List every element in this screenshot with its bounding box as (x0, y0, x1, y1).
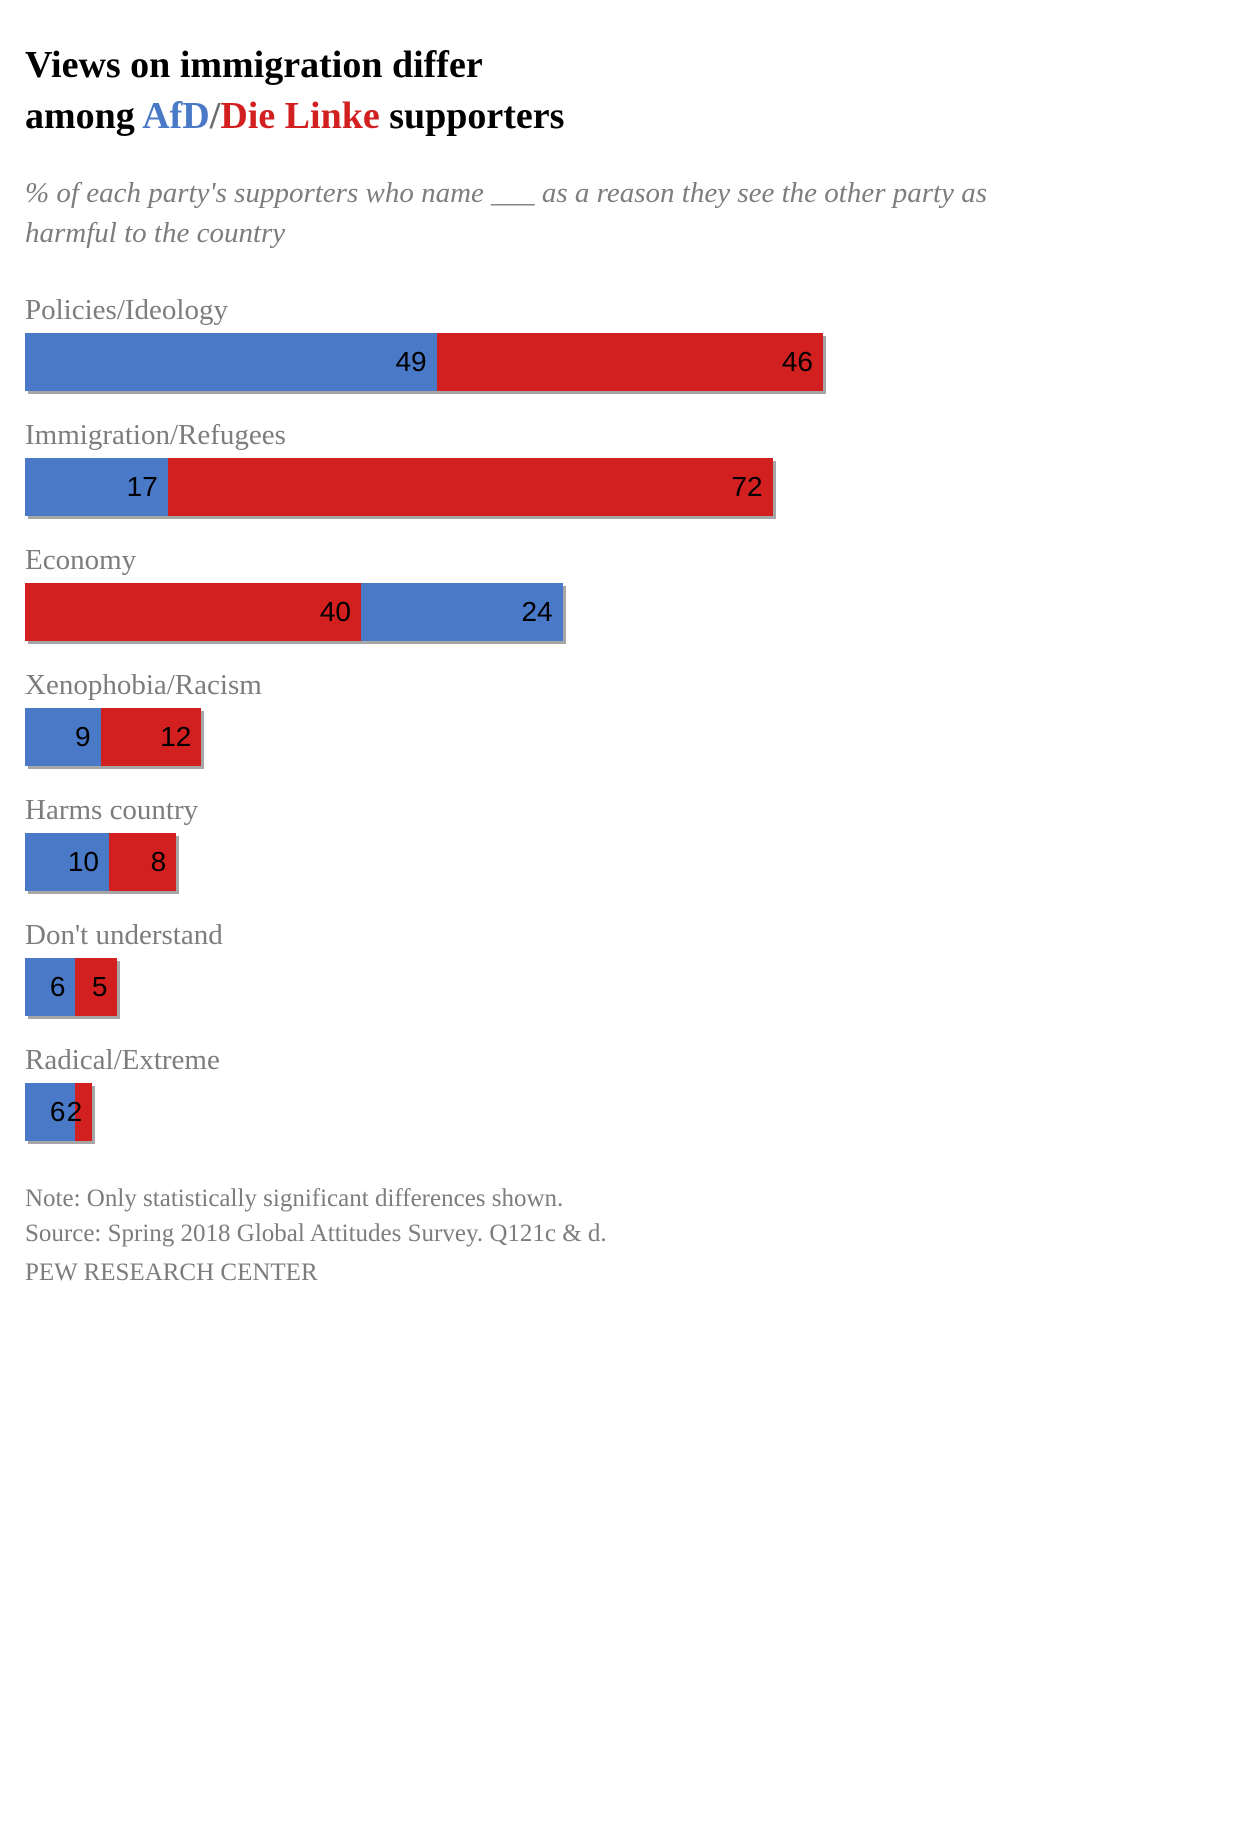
title-linke: Die Linke (220, 95, 379, 137)
attribution: PEW RESEARCH CENTER (25, 1259, 1082, 1287)
bar-segment-afd: 49 (25, 333, 437, 391)
row-label: Radical/Extreme (25, 1044, 1082, 1077)
bar-value: 6 (50, 971, 66, 1003)
footer-source: Source: Spring 2018 Global Attitudes Sur… (25, 1216, 1082, 1251)
bar-segment-linke: 2 (75, 1083, 92, 1141)
bar-segment-afd: 17 (25, 458, 168, 516)
bar-value: 9 (75, 721, 91, 753)
chart-rows: Policies/Ideology 49 46 Immigration/Refugee… (25, 294, 1082, 1141)
chart-row: Don't understand 65 (25, 919, 1082, 1016)
bar-track: 49 46 (25, 333, 1082, 391)
title-slash: / (210, 95, 221, 137)
bar-segment-afd: 9 (25, 708, 101, 766)
bar-segment-linke: 8 (109, 833, 176, 891)
bar-value: 5 (92, 971, 108, 1003)
chart-row: Economy 40 24 (25, 544, 1082, 641)
bar-segment-afd: 10 (25, 833, 109, 891)
title-suffix: supporters (380, 95, 565, 137)
chart-row: Xenophobia/Racism 9 12 (25, 669, 1082, 766)
chart-title: Views on immigration differ among AfD/Di… (25, 40, 1082, 143)
bar-value: 24 (521, 596, 552, 628)
bar-value: 49 (395, 346, 426, 378)
bar-value: 17 (127, 471, 158, 503)
bar-value: 46 (782, 346, 813, 378)
chart-subtitle: % of each party's supporters who name __… (25, 173, 1082, 254)
bar-segment-linke: 5 (75, 958, 117, 1016)
bar-value: 2 (67, 1096, 83, 1128)
bar-segment-linke: 46 (437, 333, 823, 391)
bar-value: 8 (151, 846, 167, 878)
row-label: Xenophobia/Racism (25, 669, 1082, 702)
title-afd: AfD (142, 95, 210, 137)
bar-track: 1772 (25, 458, 1082, 516)
chart-row: Policies/Ideology 49 46 (25, 294, 1082, 391)
title-line-1: Views on immigration differ (25, 40, 1082, 91)
bar-segment-linke: 72 (168, 458, 773, 516)
bar-segment-linke: 40 (25, 583, 361, 641)
title-line-2: among AfD/Die Linke supporters (25, 91, 1082, 142)
bar-track: 62 (25, 1083, 1082, 1141)
chart-row: Radical/Extreme 62 (25, 1044, 1082, 1141)
bar-value: 72 (731, 471, 762, 503)
bar-track: 9 12 (25, 708, 1082, 766)
chart-row: Harms country 10 8 (25, 794, 1082, 891)
title-prefix: among (25, 95, 142, 137)
bar-segment-afd: 6 (25, 958, 75, 1016)
bar-track: 40 24 (25, 583, 1082, 641)
bar-value: 10 (68, 846, 99, 878)
bar-track: 10 8 (25, 833, 1082, 891)
row-label: Policies/Ideology (25, 294, 1082, 327)
bar-value: 40 (320, 596, 351, 628)
bar-value: 12 (160, 721, 191, 753)
footer-note: Note: Only statistically significant dif… (25, 1181, 1082, 1216)
row-label: Don't understand (25, 919, 1082, 952)
bar-track: 65 (25, 958, 1082, 1016)
row-label: Economy (25, 544, 1082, 577)
chart-footer: Note: Only statistically significant dif… (25, 1181, 1082, 1251)
row-label: Harms country (25, 794, 1082, 827)
chart-row: Immigration/Refugees1772 (25, 419, 1082, 516)
row-label: Immigration/Refugees (25, 419, 1082, 452)
bar-segment-afd: 24 (361, 583, 563, 641)
bar-segment-linke: 12 (101, 708, 202, 766)
bar-value: 6 (50, 1096, 66, 1128)
